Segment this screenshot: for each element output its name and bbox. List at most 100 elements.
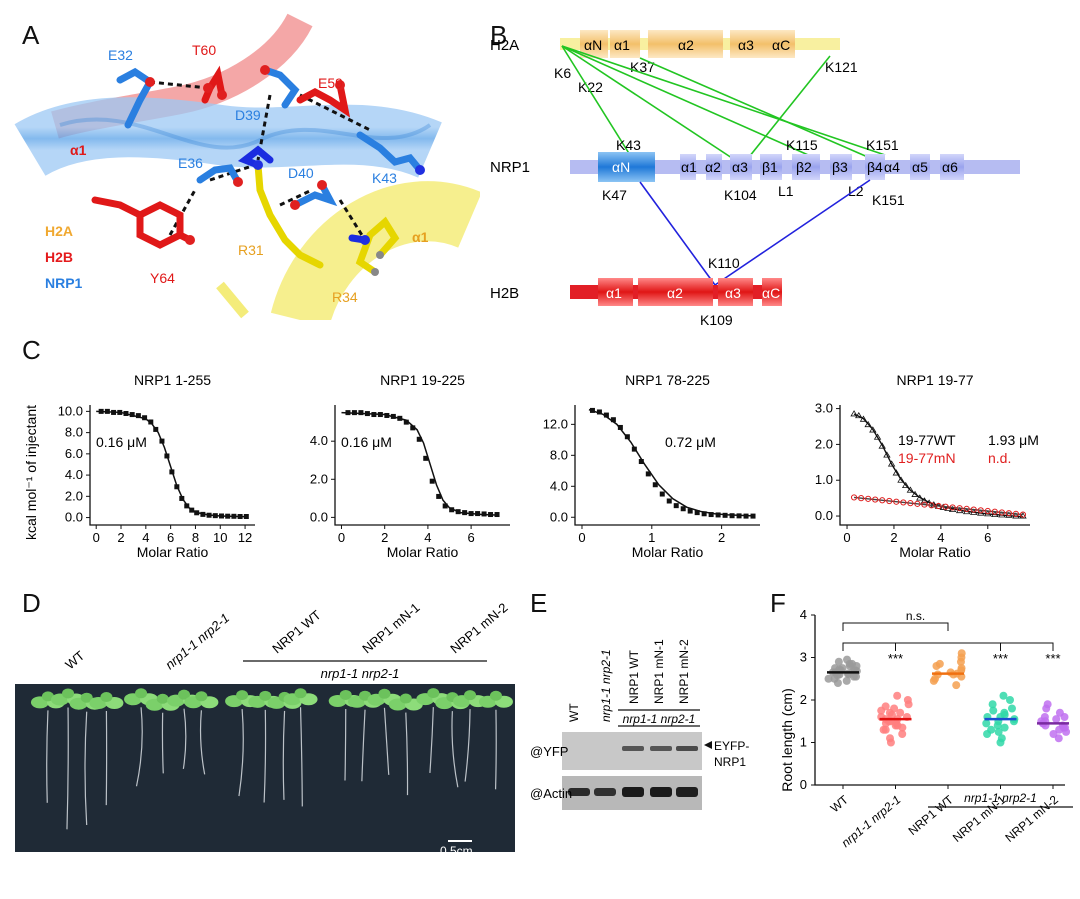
itc-point [897, 476, 905, 483]
root [84, 711, 88, 826]
h2a-alpha3 [730, 30, 770, 58]
itc-xtick-label: 2 [381, 530, 388, 545]
itc-point [743, 513, 749, 519]
root-ytick-label: 0 [800, 777, 807, 792]
itc-point [708, 512, 714, 518]
nrp1-seg-alphaN: αN [612, 159, 630, 175]
site-l1: L1 [778, 183, 794, 199]
itc-ytick-label: 4.0 [310, 433, 328, 448]
itc-point [921, 501, 928, 508]
itc-point [390, 413, 396, 419]
root-ylabel: Root length (cm) [779, 688, 795, 791]
itc-point [481, 511, 487, 517]
h2a-seg-alpha1: α1 [614, 37, 630, 53]
e-lane-wt: WT [567, 703, 581, 722]
root-point [824, 674, 833, 683]
itc-axes [574, 405, 760, 526]
itc-point [174, 484, 180, 490]
root-point [1062, 727, 1071, 736]
leaf [236, 690, 249, 701]
root [361, 709, 366, 782]
d-label-mutant: nrp1-1 nrp2-1 [162, 610, 232, 672]
h2b-seg-alpha1: α1 [606, 285, 622, 301]
itc-point [410, 425, 416, 431]
site-k43: K43 [616, 137, 641, 153]
sig-label: *** [888, 651, 903, 666]
itc-point [872, 496, 879, 503]
root-point [987, 725, 996, 734]
itc-point [631, 446, 637, 452]
itc-point [906, 486, 915, 493]
itc-point [243, 514, 249, 520]
root [182, 708, 187, 769]
itc-point [429, 478, 435, 484]
itc-xtick-label: 6 [167, 530, 174, 545]
leaf [464, 690, 477, 701]
root-point [988, 700, 997, 709]
itc-axes [334, 405, 510, 526]
root-point [997, 734, 1006, 743]
itc-xtick-label: 6 [467, 530, 474, 545]
root-point [946, 668, 955, 677]
itc-point [596, 409, 602, 415]
itc-point [750, 513, 756, 519]
root [199, 710, 206, 775]
itc-xlabel: Molar Ratio [137, 544, 209, 560]
panel-label-d: D [22, 588, 41, 618]
itc-kd-annotation: 0.72 μM [665, 434, 716, 450]
sig-label: n.s. [906, 609, 925, 623]
root [451, 711, 459, 788]
panel-label-c: C [22, 335, 41, 365]
itc-point [135, 413, 141, 419]
d-label-wt: WT [62, 648, 87, 673]
e-lane-mutant: nrp1-1 nrp2-1 [599, 649, 613, 722]
nrp1-seg-beta4: β4 [867, 159, 883, 175]
root [66, 707, 69, 830]
site-k47: K47 [602, 187, 627, 203]
h2a-helix [270, 181, 480, 320]
label-alpha1-h2b: α1 [70, 142, 87, 158]
root-point [952, 681, 961, 690]
itc-point [371, 412, 377, 418]
root-point [935, 659, 944, 668]
nrp1-seg-alpha1: α1 [681, 159, 697, 175]
itc-plot-nrp1-1-255: NRP1 1-255 0 2 4 6 8 10 12 0.0 2.0 4.0 6.0 8.0 10.0 Mo… [58, 372, 255, 560]
itc-xtick-label: 4 [142, 530, 149, 545]
sig-label: *** [993, 651, 1008, 666]
itc-point [984, 507, 991, 515]
itc-point [687, 508, 693, 514]
itc-point [956, 505, 963, 512]
itc-point [666, 498, 672, 504]
itc-series-name: 19-77WT [898, 432, 956, 448]
root-point [834, 657, 843, 666]
itc-point [722, 512, 728, 518]
nrp1-seg-alpha5: α5 [912, 159, 928, 175]
leaf [399, 693, 412, 704]
itc-ytick-label: 0.0 [310, 509, 328, 524]
root-point [989, 706, 998, 715]
itc-point [169, 469, 175, 475]
itc-xtick-label: 4 [424, 530, 431, 545]
itc-ytick-label: 12.0 [543, 416, 568, 431]
root-point [831, 664, 840, 673]
itc-xtick-label: 0 [93, 530, 100, 545]
root-point [838, 664, 847, 673]
itc-series-value: n.d. [988, 450, 1011, 466]
itc-point [129, 412, 135, 418]
root [46, 710, 49, 803]
itc-point [384, 412, 390, 418]
itc-point [219, 513, 225, 519]
root-ytick-label: 2 [800, 692, 807, 707]
itc-ytick-label: 8.0 [65, 425, 83, 440]
itc-point [364, 411, 370, 417]
row-label-nrp1: NRP1 [490, 159, 530, 176]
itc-xtick-label: 2 [890, 530, 897, 545]
label-e32: E32 [108, 47, 133, 63]
row-label-h2a: H2A [490, 37, 519, 54]
e-group-label: nrp1-1 nrp2-1 [623, 712, 696, 726]
itc-xtick-label: 2 [718, 530, 725, 545]
itc-point [680, 506, 686, 512]
root-point [1049, 730, 1058, 738]
itc-xtick-label: 8 [192, 530, 199, 545]
label-r34: R34 [332, 289, 358, 305]
